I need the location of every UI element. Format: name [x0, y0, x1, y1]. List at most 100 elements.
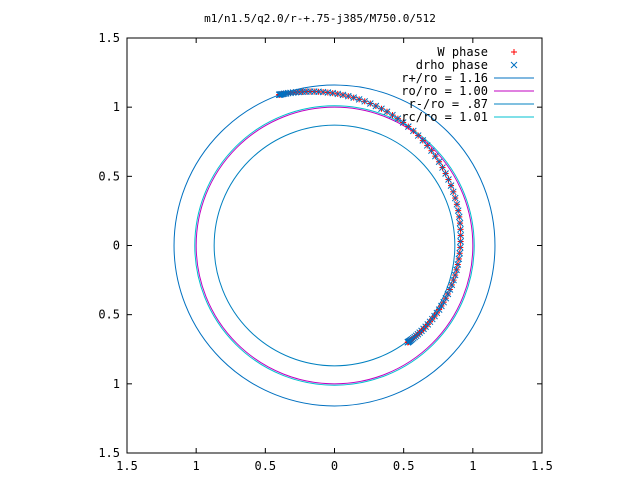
marker-stroke	[451, 271, 459, 279]
drho-phase-point	[432, 152, 439, 160]
drho-phase-point	[451, 194, 459, 202]
drho-phase-point	[442, 170, 449, 177]
marker-stroke	[383, 108, 391, 116]
drho-phase-point	[287, 89, 294, 97]
marker-stroke	[456, 219, 464, 227]
y-tick-label: 0.5	[98, 308, 120, 322]
legend-swatch	[510, 61, 518, 69]
drho-phase-point	[372, 102, 380, 110]
marker-stroke	[451, 194, 459, 202]
x-tick-label: 1.5	[116, 459, 138, 473]
marker-stroke	[453, 200, 461, 208]
marker-stroke	[440, 298, 448, 306]
drho-phase-point	[457, 225, 464, 233]
drho-phase-point	[457, 238, 464, 245]
drho-phase-point	[394, 115, 402, 122]
marker-stroke	[432, 152, 439, 160]
x-tick-label: 0	[331, 459, 338, 473]
legend-label: ro/ro = 1.00	[401, 84, 488, 98]
marker-stroke	[339, 91, 347, 99]
drho-phase-point	[445, 176, 452, 183]
marker-stroke	[378, 105, 385, 113]
x-tick-label: 1	[193, 459, 200, 473]
drho-phase-point	[366, 100, 374, 107]
marker-stroke	[455, 213, 463, 221]
axis-ticks: 1.5 1 0.5 0 0.5 1 1.51.510.500.511.5	[98, 31, 553, 473]
drho-phase-point	[457, 232, 465, 239]
circle-1.16	[173, 84, 496, 407]
marker-stroke	[438, 302, 445, 310]
marker-stroke	[423, 142, 431, 149]
marker-stroke	[394, 115, 402, 122]
marker-stroke	[287, 89, 294, 97]
drho-phase-point	[454, 261, 462, 268]
drho-phase-point	[453, 266, 460, 274]
marker-stroke	[282, 90, 290, 97]
drho-phase-point	[449, 188, 457, 196]
y-tick-label: 1	[113, 377, 120, 391]
drho-phase-point	[447, 182, 455, 189]
marker-stroke	[455, 255, 463, 263]
marker-stroke	[445, 176, 452, 183]
marker-stroke	[448, 281, 456, 289]
drho-phase-point	[355, 95, 363, 103]
drho-phase-point	[438, 302, 445, 310]
drho-phase-point	[378, 105, 385, 113]
drho-phase-point	[435, 158, 443, 166]
drho-phase-point	[444, 290, 452, 298]
marker-stroke	[450, 276, 457, 284]
drho-phase-point	[289, 89, 297, 96]
marker-stroke	[344, 92, 352, 100]
drho-phase-point	[361, 97, 369, 105]
drho-phase-point	[455, 255, 463, 263]
marker-stroke	[404, 338, 412, 346]
y-tick-label: 1.5	[98, 446, 120, 460]
marker-stroke	[409, 127, 417, 135]
marker-stroke	[449, 188, 457, 196]
marker-stroke	[355, 95, 363, 103]
reference-circles	[173, 84, 496, 407]
marker-stroke	[334, 90, 342, 98]
drho-phase-point	[442, 294, 450, 302]
drho-phase-point	[450, 276, 457, 284]
y-tick-label: 1	[113, 100, 120, 114]
marker-stroke	[457, 238, 464, 245]
drho-phase-point	[428, 147, 435, 155]
y-tick-label: 1.5	[98, 31, 120, 45]
drho-phase-point	[423, 142, 431, 149]
drho-phase-point	[344, 92, 352, 100]
marker-stroke	[284, 89, 292, 97]
legend-label: r+/ro = 1.16	[401, 71, 488, 85]
chart-title: m1/n1.5/q2.0/r-+.75-j385/M750.0/512	[204, 12, 436, 25]
marker-stroke	[419, 137, 427, 144]
marker-stroke	[454, 261, 462, 268]
drho-phase-point	[440, 298, 448, 306]
drho-phase-point	[383, 108, 391, 116]
marker-stroke	[435, 158, 443, 166]
marker-stroke	[435, 306, 443, 313]
marker-stroke	[457, 225, 464, 233]
drho-phase-point	[389, 111, 396, 119]
marker-stroke	[366, 100, 374, 107]
marker-stroke	[350, 94, 358, 101]
x-tick-label: 0.5	[254, 459, 276, 473]
legend-label: r-/ro = .87	[409, 97, 488, 111]
drho-phase-point	[456, 244, 464, 251]
marker-stroke	[289, 89, 297, 96]
x-tick-label: 1.5	[531, 459, 553, 473]
drho-phase-point	[435, 306, 443, 313]
drho-phase-point	[453, 200, 461, 208]
drho-phase-point	[456, 249, 464, 257]
drho-phase-point	[404, 338, 412, 346]
legend-label: W phase	[437, 45, 488, 59]
marker-stroke	[399, 119, 407, 126]
marker-stroke	[442, 294, 450, 302]
marker-stroke	[444, 290, 452, 298]
drho-phase-point	[455, 213, 463, 221]
marker-stroke	[456, 249, 464, 257]
drho-phase-point	[399, 119, 407, 126]
marker-stroke	[446, 286, 454, 293]
marker-stroke	[453, 266, 460, 274]
